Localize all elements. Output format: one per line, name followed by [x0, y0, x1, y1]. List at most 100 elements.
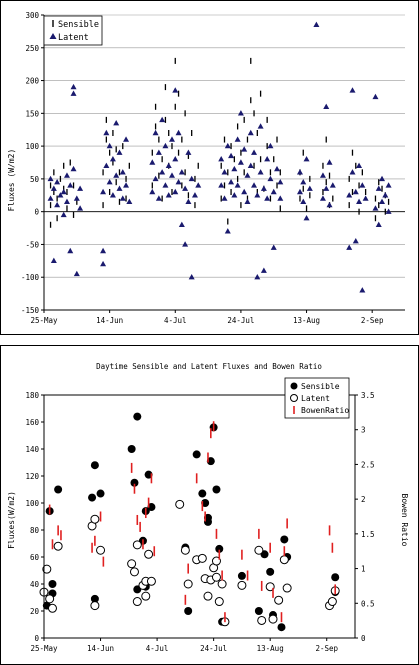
- latent-point: [54, 201, 61, 208]
- latent-point: [244, 198, 251, 205]
- daytime-fluxes-bowen-chart-panel: Daytime Sensible and Latent Fluxes and B…: [0, 345, 419, 665]
- latent-point: [352, 188, 359, 195]
- latent-point: [244, 172, 251, 178]
- latent-point: [175, 129, 182, 136]
- y2-axis-label: Bowen Ratio: [400, 494, 409, 547]
- sensible-point: [212, 485, 221, 494]
- latent-point: [54, 178, 61, 185]
- latent-point: [63, 172, 70, 178]
- latent-point: [155, 149, 162, 155]
- latent-point: [267, 175, 274, 182]
- latent-point: [67, 247, 74, 254]
- sensible-point: [277, 623, 286, 632]
- latent-point: [203, 591, 213, 601]
- axes: 0 20 40 60 80 100 120 140 160 180 0 0.5 1 1.5 2 2.5 3 3.5…: [25, 391, 374, 653]
- latent-point: [109, 156, 116, 162]
- latent-point: [303, 156, 310, 162]
- daytime-fluxes-bowen-chart: Daytime Sensible and Latent Fluxes and B…: [0, 345, 419, 665]
- latent-point: [237, 159, 244, 165]
- latent-point: [159, 169, 166, 175]
- latent-point: [119, 195, 126, 201]
- chart-border: [0, 0, 419, 335]
- y2-tick-label: 3.5: [361, 391, 375, 400]
- latent-point: [149, 188, 156, 195]
- y-tick-label: 300: [25, 11, 39, 20]
- latent-point: [382, 192, 389, 198]
- y-tick-label: 200: [25, 77, 39, 86]
- latent-point: [70, 83, 77, 90]
- latent-point: [234, 182, 241, 188]
- y-tick-label: 180: [25, 391, 39, 400]
- latent-point: [106, 178, 113, 185]
- latent-point: [274, 165, 281, 172]
- latent-point: [329, 182, 336, 188]
- latent-point: [162, 142, 169, 149]
- latent-point: [372, 93, 379, 100]
- latent-point: [359, 182, 366, 188]
- latent-point: [260, 267, 267, 273]
- y2-tick-label: 2.5: [361, 460, 375, 469]
- latent-point: [303, 215, 310, 221]
- latent-point: [264, 195, 271, 201]
- sensible-point: [254, 607, 263, 615]
- latent-point: [264, 156, 271, 162]
- sensible-point: [88, 493, 97, 502]
- latent-point: [178, 169, 185, 175]
- chart-border: [0, 345, 419, 665]
- y-tick-label: -100: [21, 273, 40, 282]
- latent-point: [191, 192, 198, 198]
- latent-point: [300, 198, 307, 205]
- sensible-point: [184, 607, 193, 615]
- latent-point: [178, 221, 185, 227]
- latent-point: [132, 540, 142, 550]
- y-tick-label: 80: [30, 526, 40, 535]
- latent-point: [254, 545, 264, 555]
- y-tick-label: 250: [25, 44, 39, 53]
- latent-point: [221, 169, 228, 175]
- legend-label-sensible: Sensible: [58, 20, 99, 30]
- latent-point: [319, 195, 326, 201]
- latent-point: [70, 90, 77, 96]
- latent-point: [375, 185, 382, 191]
- latent-point: [60, 211, 67, 218]
- latent-point: [165, 162, 172, 168]
- latent-point: [234, 136, 241, 142]
- sensible-point: [147, 503, 156, 512]
- latent-point: [359, 287, 366, 293]
- latent-point: [282, 583, 292, 593]
- latent-point: [63, 198, 70, 205]
- plot-marks: [47, 21, 392, 293]
- x-tick-label: 13-Aug: [257, 644, 284, 653]
- latent-point: [257, 123, 264, 129]
- latent-point: [352, 237, 359, 244]
- fluxes-chart-panel: -150 -100 -50 0 50 100 150 200 250 300 25-May 14-Ju…: [0, 0, 419, 335]
- x-tick-label: 14-Jun: [96, 316, 123, 325]
- latent-point: [172, 87, 179, 93]
- latent-point: [100, 188, 107, 195]
- latent-point: [277, 178, 284, 185]
- latent-point: [375, 221, 382, 227]
- latent-point: [103, 129, 110, 136]
- latent-point: [116, 149, 123, 155]
- y-tick-label: 160: [25, 418, 39, 427]
- legend: Sensible Latent: [43, 15, 103, 46]
- y-tick-label: 0: [34, 208, 39, 217]
- y-tick-label: -150: [21, 306, 40, 315]
- latent-point: [218, 182, 225, 188]
- sensible-point: [215, 544, 224, 553]
- x-tick-label: 25-May: [30, 644, 58, 653]
- latent-point: [123, 136, 130, 142]
- x-tick-label: 4-Jul: [146, 644, 169, 653]
- latent-point: [279, 555, 289, 565]
- latent-point: [224, 228, 231, 234]
- latent-point: [144, 549, 154, 559]
- x-tick-label: 24-Jul: [227, 316, 254, 325]
- latent-point: [254, 274, 261, 280]
- y2-tick-label: 3: [361, 426, 366, 435]
- sensible-point: [266, 567, 275, 576]
- latent-point: [270, 244, 277, 250]
- latent-point: [57, 192, 64, 198]
- axes: -150 -100 -50 0 50 100 150 200 250 300 25-May 14-Ju…: [21, 11, 405, 325]
- latent-point: [172, 156, 179, 162]
- latent-point: [188, 274, 195, 280]
